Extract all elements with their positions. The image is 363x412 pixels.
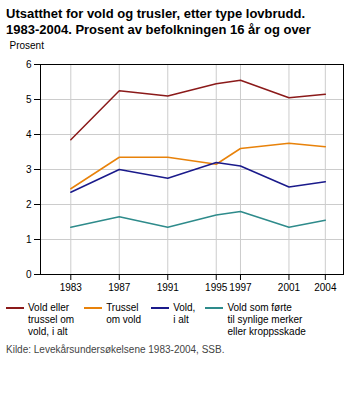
html-text:Kilde: Levekårsundersøkelsene: Kilde: Levekårsundersøkelsene 1983-2004,… [6,344,225,355]
svg-text:2001: 2001 [278,282,301,293]
html-text:Vold, i alt: Vold, i alt [173,302,196,325]
svg-text:1991: 1991 [157,282,180,293]
svg-text:4: 4 [26,129,32,140]
html-text:Vold som førte til synlige mer: Vold som førte til synlige merker eller … [227,302,306,337]
html-text:Vold eller trussel om vold, i: Vold eller trussel om vold, i alt [28,302,75,337]
svg-text:1983: 1983 [60,282,83,293]
svg-text:2004: 2004 [314,282,337,293]
svg-text:1: 1 [26,234,32,245]
svg-text:3: 3 [26,164,32,175]
svg-text:0: 0 [26,269,32,280]
svg-text:5: 5 [26,94,32,105]
svg-text:1987: 1987 [108,282,131,293]
svg-text:1995: 1995 [205,282,228,293]
svg-text:1997: 1997 [229,282,252,293]
svg-text:2: 2 [26,199,32,210]
html-text:Utsatthet for vold og trusler,: Utsatthet for vold og trusler, etter typ… [6,6,305,21]
html-text:Trussel om vold: Trussel om vold [106,302,142,325]
html-text:1983-2004. Prosent av befolkni: 1983-2004. Prosent av befolkningen 16 år… [6,22,311,37]
svg-text:6: 6 [26,59,32,70]
svg-text:Prosent: Prosent [10,40,45,51]
